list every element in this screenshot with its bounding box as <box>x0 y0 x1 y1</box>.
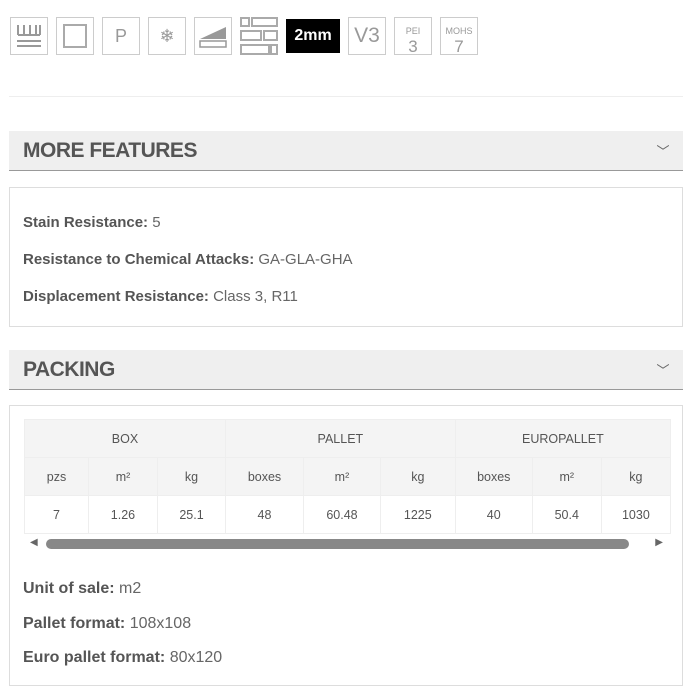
cell: 50.4 <box>531 495 602 534</box>
column-header: m² <box>87 457 158 496</box>
scrollbar-thumb[interactable] <box>46 539 629 549</box>
frost-resistant-icon: ❄ <box>148 17 186 55</box>
scroll-right-arrow-icon[interactable]: ▶ <box>655 537 663 548</box>
column-header: m² <box>531 457 602 496</box>
feature-row: Stain Resistance: 5 <box>23 214 161 231</box>
group-header: PALLET <box>225 419 456 458</box>
cell: 1.26 <box>87 495 158 534</box>
slope-icon <box>194 17 232 55</box>
cell: 40 <box>454 495 533 534</box>
horizontal-scrollbar[interactable]: ◀ ▶ <box>24 534 671 554</box>
packing-info-row: Pallet format: 108x108 <box>23 615 192 632</box>
cell: 1225 <box>379 495 456 534</box>
group-header: EUROPALLET <box>454 419 671 458</box>
column-header-row: pzs m² kg boxes m² kg boxes m² kg <box>24 457 671 496</box>
feature-icons: P ❄ 2mm V3 PEI 3 MOHS 7 <box>10 17 478 55</box>
section-title: PACKING <box>23 357 115 381</box>
column-header: m² <box>303 457 381 496</box>
table-row: 7 1.26 25.1 48 60.48 1225 40 50.4 1030 <box>24 495 671 534</box>
divider <box>9 96 683 97</box>
packing-info-row: Euro pallet format: 80x120 <box>23 649 223 666</box>
v3-icon: V3 <box>348 17 386 55</box>
cell: 1030 <box>600 495 671 534</box>
thickness-badge: 2mm <box>286 19 340 53</box>
column-header: kg <box>379 457 456 496</box>
brick-pattern-icon <box>240 17 278 55</box>
group-header: BOX <box>24 419 227 458</box>
group-header-row: BOX PALLET EUROPALLET <box>24 419 671 458</box>
square-edge-icon <box>56 17 94 55</box>
packing-table: BOX PALLET EUROPALLET pzs m² kg boxes m² kg bo… <box>24 419 671 534</box>
cell: 60.48 <box>303 495 381 534</box>
feature-row: Displacement Resistance: Class 3, R11 <box>23 288 298 305</box>
packing-table-wrapper: BOX PALLET EUROPALLET pzs m² kg boxes m² kg bo… <box>24 419 671 554</box>
more-features-header[interactable]: MORE FEATURES ﹀ <box>9 131 683 171</box>
chevron-down-icon[interactable]: ﹀ <box>656 144 669 159</box>
cell: 48 <box>225 495 304 534</box>
column-header: pzs <box>24 457 89 496</box>
feature-row: Resistance to Chemical Attacks: GA-GLA-G… <box>23 251 353 268</box>
mohs-icon: MOHS 7 <box>440 17 478 55</box>
column-header: boxes <box>454 457 533 496</box>
scroll-left-arrow-icon[interactable]: ◀ <box>30 537 38 548</box>
packing-info-row: Unit of sale: m2 <box>23 580 142 597</box>
more-features-panel: Stain Resistance: 5 Resistance to Chemic… <box>9 187 683 327</box>
pei-icon: PEI 3 <box>394 17 432 55</box>
packing-header[interactable]: PACKING ﹀ <box>9 350 683 390</box>
underfloor-heating-icon <box>10 17 48 55</box>
cell: 25.1 <box>156 495 227 534</box>
cell: 7 <box>24 495 89 534</box>
column-header: boxes <box>225 457 304 496</box>
section-title: MORE FEATURES <box>23 138 197 162</box>
chevron-down-icon[interactable]: ﹀ <box>656 363 669 378</box>
column-header: kg <box>600 457 671 496</box>
column-header: kg <box>156 457 227 496</box>
p-icon: P <box>102 17 140 55</box>
packing-panel: BOX PALLET EUROPALLET pzs m² kg boxes m² kg bo… <box>9 405 683 686</box>
